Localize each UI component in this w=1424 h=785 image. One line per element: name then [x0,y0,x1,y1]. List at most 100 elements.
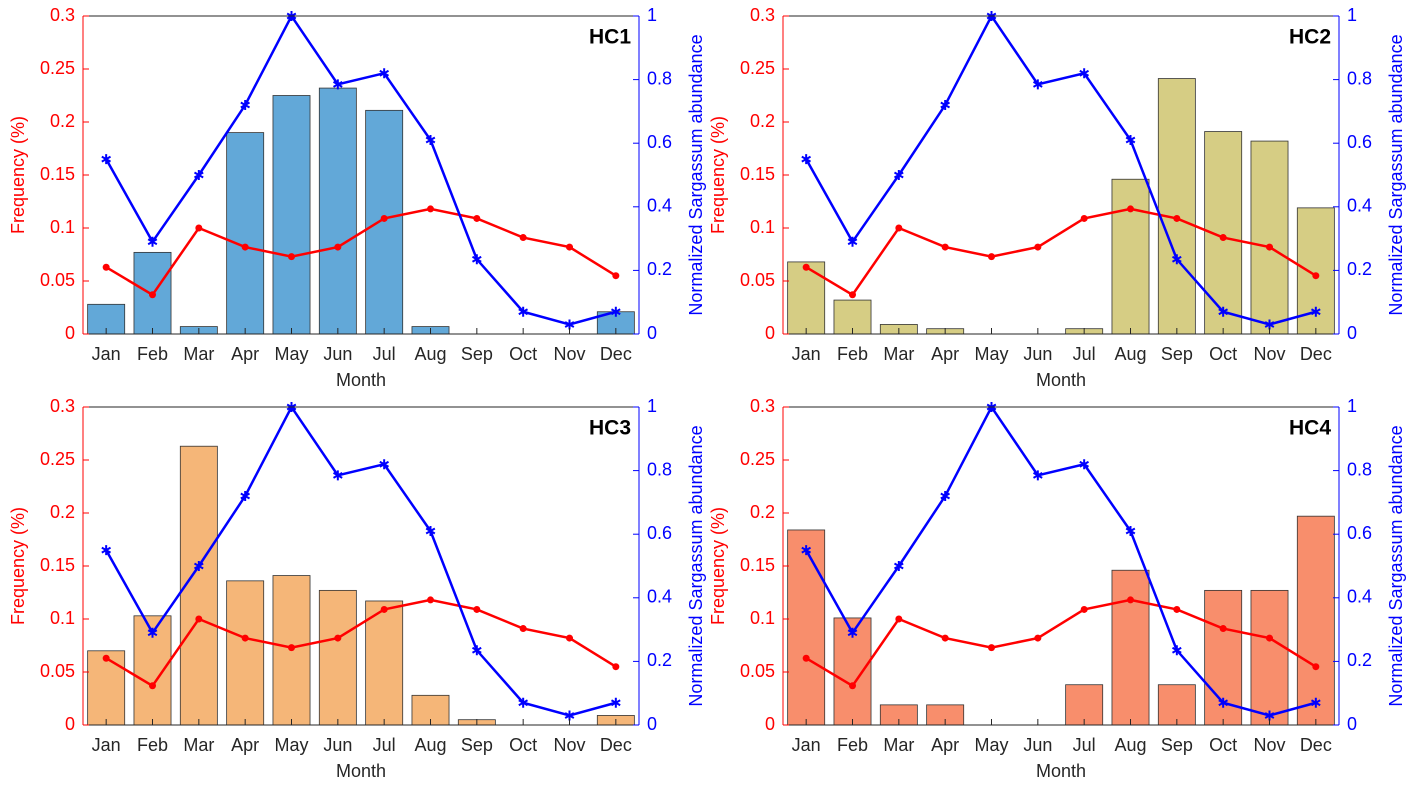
marker [564,319,575,330]
marker [893,170,904,180]
x-tick-label: Sep [1161,735,1193,755]
y-axis-label: Frequency (%) [708,116,728,234]
panel: 0 0.05 0.1 0.15 0.2 0.25 0.3 0 0.2 0.4 0.6 0.8 1 Jan F… [708,5,1406,390]
x-tick-label: Mar [183,735,214,755]
x-tick-label: Mar [883,735,914,755]
marker [380,214,388,222]
x-tick-label: Jun [323,344,352,364]
chart-title: HC3 [589,417,631,440]
bar [318,87,357,335]
y-tick-label: 0.05 [40,270,75,290]
y2-tick-label: 0.4 [647,587,672,607]
line [105,207,617,297]
panel: 0 0.05 0.1 0.15 0.2 0.25 0.3 0 0.2 0.4 0.6 0.8 1 Jan F… [708,396,1406,781]
y2-tick-label: 1 [1347,5,1357,25]
marker [1266,243,1273,251]
x-tick-label: Nov [553,344,585,364]
marker [566,243,573,251]
y-tick-label: 0.25 [40,449,75,469]
y2-axis-label: Normalized Sargassum abundance [686,34,706,315]
x-tick-label: Nov [553,735,585,755]
marker [893,561,904,571]
marker [895,224,903,232]
marker [802,263,810,271]
marker [101,545,112,556]
x-tick-label: Aug [1114,735,1146,755]
marker [240,100,251,111]
bar [1157,78,1196,335]
x-tick-label: Feb [137,735,168,755]
x-tick-label: Mar [883,344,914,364]
x-axis-label: Month [1036,761,1086,781]
y-tick-label: 0.15 [740,555,775,575]
bar [365,109,404,335]
marker [895,615,903,623]
marker [988,253,995,261]
marker [941,634,949,642]
y2-tick-label: 0.8 [1347,459,1372,479]
marker [847,627,858,638]
marker [147,236,158,247]
marker [847,236,858,247]
x-tick-label: Jul [373,735,396,755]
line [805,598,1317,688]
x-tick-label: Jun [1023,735,1052,755]
y2-tick-label: 0.2 [1347,259,1372,279]
x-tick-label: Jan [92,735,121,755]
marker [1310,306,1321,317]
bar [272,95,311,335]
x-tick-label: Feb [837,735,868,755]
x-axis-label: Month [336,370,386,390]
line [105,598,617,688]
marker [471,645,482,656]
marker [1032,79,1043,90]
y-tick-label: 0 [765,714,775,734]
y2-tick-label: 0.4 [1347,587,1372,607]
x-tick-label: May [274,735,308,755]
marker [1219,234,1227,242]
marker [427,596,434,604]
x-tick-label: Jul [1073,344,1096,364]
y-tick-label: 0.15 [40,164,75,184]
bar [787,529,826,726]
marker [1034,634,1042,642]
marker [1125,135,1136,146]
marker [102,263,110,271]
marker [1266,634,1273,642]
y2-tick-label: 0.6 [1347,132,1372,152]
marker [149,682,156,690]
marker [1127,596,1134,604]
marker [941,243,949,251]
y-tick-label: 0.05 [740,661,775,681]
marker [427,205,434,213]
y2-tick-label: 0.8 [1347,68,1372,88]
y-tick-label: 0.15 [40,555,75,575]
marker [380,605,388,613]
bar [1250,140,1289,335]
marker [379,459,390,470]
marker [240,491,251,502]
chart-title: HC2 [1289,26,1331,49]
x-tick-label: Jan [792,344,821,364]
bar [365,600,404,726]
marker [566,634,573,642]
marker [193,561,204,571]
x-tick-label: Aug [1114,344,1146,364]
x-tick-label: Sep [1161,344,1193,364]
marker [147,627,158,638]
x-tick-label: May [974,735,1008,755]
panel: 0 0.05 0.1 0.15 0.2 0.25 0.3 0 0.2 0.4 0.6 0.8 1 Jan F… [8,5,706,390]
marker [102,654,110,662]
x-tick-label: Apr [231,344,259,364]
x-tick-label: Oct [509,344,537,364]
marker [1080,214,1088,222]
y-tick-label: 0.05 [740,270,775,290]
y2-tick-label: 0 [647,323,657,343]
y-tick-label: 0.3 [750,5,775,25]
x-tick-label: Jun [1023,344,1052,364]
y2-tick-label: 0.8 [647,459,672,479]
x-tick-label: Oct [509,735,537,755]
x-tick-label: Oct [1209,344,1237,364]
marker [610,697,621,708]
marker [801,545,812,556]
